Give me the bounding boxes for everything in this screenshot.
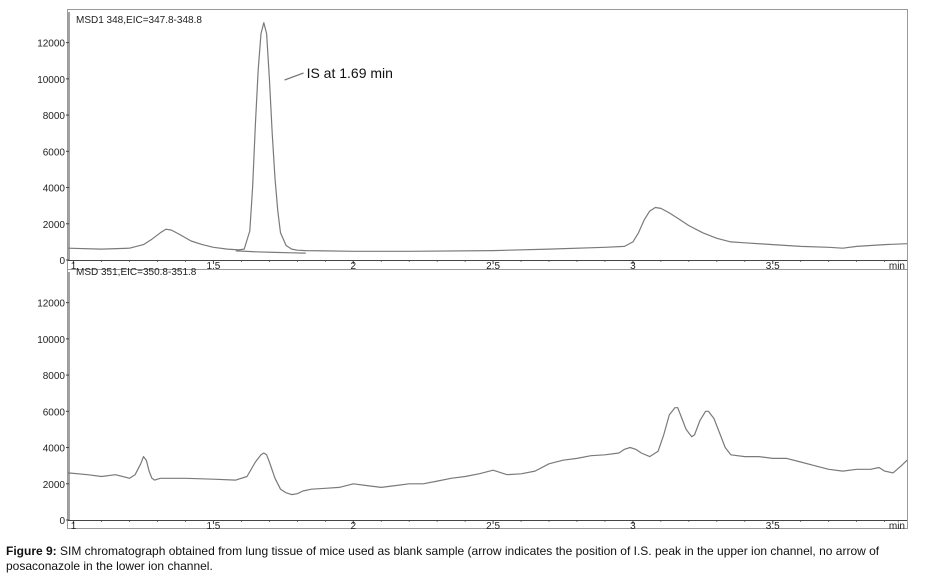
- y-tick-label: 10000: [37, 75, 65, 86]
- caption-text: SIM chromatograph obtained from lung tis…: [6, 544, 880, 573]
- y-tick-label: 8000: [43, 371, 66, 382]
- x-tick-label: 3.5: [766, 261, 780, 272]
- x-tick-label: 1: [71, 521, 77, 532]
- x-tick-label: 1.5: [206, 521, 220, 532]
- x-tick-label: 3: [630, 521, 636, 532]
- y-tick-label: 12000: [37, 39, 65, 50]
- x-tick-label: 3: [630, 261, 636, 272]
- x-tick-label: 2.5: [486, 521, 500, 532]
- y-tick-label: 12000: [37, 299, 65, 310]
- panel-frame-upper: [67, 9, 908, 270]
- x-axis-unit-label: min: [889, 261, 905, 272]
- y-tick-label: 8000: [43, 111, 66, 122]
- series-line-1: [235, 250, 306, 254]
- y-tick-label: 0: [59, 256, 65, 267]
- y-tick-label: 2000: [43, 480, 66, 491]
- y-tick-label: 6000: [43, 147, 66, 158]
- panel-frame-lower: [67, 269, 908, 529]
- x-tick-label: 1: [71, 261, 77, 272]
- lower-panel: 0 2000 4000 6000 8000 10000 12000 1 1.5 2 2.5 3 3.5 m…: [37, 267, 908, 532]
- y-tick-label: 10000: [37, 335, 65, 346]
- y-tick-label: 4000: [43, 184, 66, 195]
- y-tick-label: 6000: [43, 407, 66, 418]
- caption-label: Figure 9:: [6, 544, 57, 558]
- x-tick-label: 2: [350, 521, 356, 532]
- panel-title: MSD 351,EIC=350.8-351.8: [76, 267, 197, 278]
- annotation-label: IS at 1.69 min: [307, 65, 393, 81]
- y-tick-label: 4000: [43, 444, 66, 455]
- panel-title: MSD1 348,EIC=347.8-348.8: [76, 15, 202, 26]
- x-tick-label: 3.5: [766, 521, 780, 532]
- y-tick-label: 2000: [43, 220, 66, 231]
- x-tick-label: 1.5: [206, 261, 220, 272]
- figure-caption: Figure 9: SIM chromatograph obtained fro…: [6, 544, 951, 574]
- x-tick-label: 2.5: [486, 261, 500, 272]
- y-tick-label: 0: [59, 516, 65, 527]
- x-axis-unit-label: min: [889, 521, 905, 532]
- series-line-0: [67, 407, 908, 496]
- upper-panel: 0 2000 4000 6000 8000 10000 12000 1 1.5 2 2.5 3 3.5 m…: [37, 12, 908, 272]
- series-line-0: [67, 22, 908, 252]
- x-tick-label: 2: [350, 261, 356, 272]
- annotation-arrow: [284, 72, 304, 81]
